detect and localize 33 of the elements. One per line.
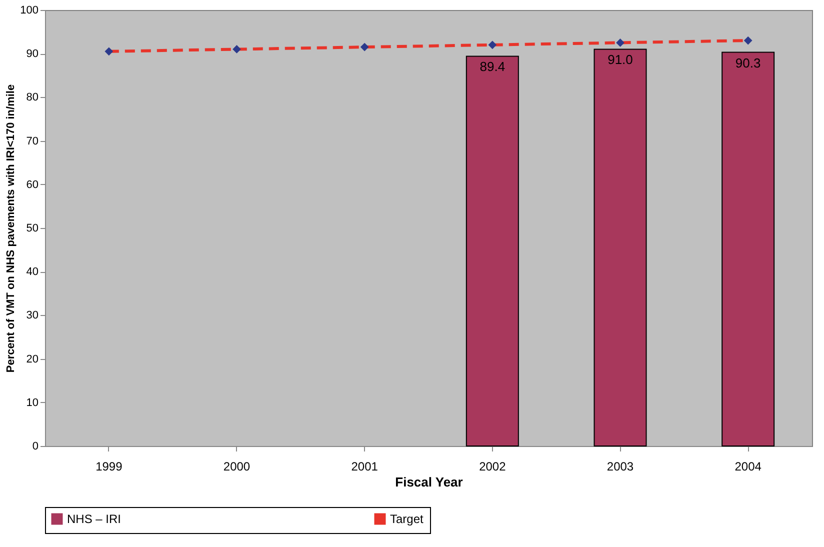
x-tick-label: 2001 — [351, 460, 378, 474]
y-tick-label: 90 — [26, 48, 38, 60]
y-tick-label: 60 — [26, 178, 38, 191]
point — [744, 36, 752, 45]
y-tick-label: 50 — [26, 222, 38, 234]
point — [616, 38, 624, 47]
y-tick-label: 40 — [26, 266, 38, 278]
point — [360, 42, 369, 52]
data-label: 91.0 — [608, 52, 633, 68]
x-axis-title: Fiscal Year — [395, 474, 463, 490]
x-tick-label: 2004 — [734, 460, 762, 474]
x-tick-label: 1999 — [96, 460, 123, 474]
point — [232, 45, 241, 54]
bar — [594, 48, 647, 446]
y-axis-title: Percent of VMT on NHS pavements with IRI<170 in/mile — [5, 84, 18, 373]
bar — [722, 52, 775, 446]
point — [104, 47, 114, 56]
point — [488, 40, 497, 50]
x-tick-label: 2002 — [479, 460, 506, 474]
data-label: 89.4 — [480, 59, 506, 74]
legend-label: NHS – IRI — [67, 512, 122, 526]
y-tick-label: 20 — [26, 353, 38, 366]
y-tick-label: 30 — [26, 310, 38, 322]
legend-label: Target — [390, 512, 424, 526]
data-label: 90.3 — [735, 55, 761, 70]
x-tick-label: 2000 — [223, 460, 250, 474]
bar — [466, 56, 519, 446]
x-tick-label: 2003 — [606, 460, 634, 474]
y-tick-label: 10 — [26, 396, 38, 409]
y-tick-label: 70 — [26, 135, 38, 148]
y-tick-label: 0 — [32, 440, 38, 452]
y-tick-label: 80 — [26, 92, 38, 104]
y-tick-label: 100 — [20, 4, 38, 16]
